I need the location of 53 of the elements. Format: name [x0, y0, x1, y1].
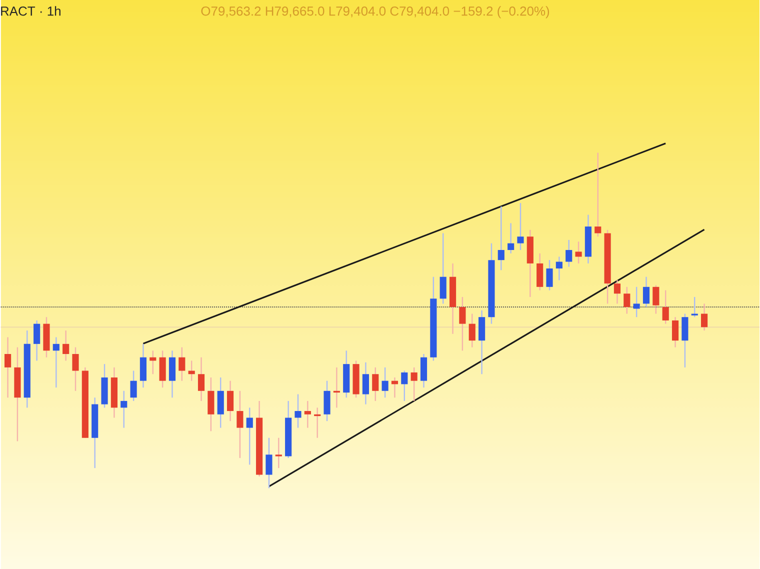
candlestick: [324, 380, 330, 422]
candlestick: [440, 232, 446, 304]
candlestick: [275, 437, 282, 469]
candlestick: [517, 202, 524, 251]
candlestick: [382, 366, 388, 398]
candlestick: [72, 346, 79, 392]
candlestick: [508, 222, 514, 254]
candlestick: [624, 286, 630, 314]
candlestick: [701, 303, 708, 332]
candlestick: [478, 310, 486, 375]
candlestick: [566, 239, 572, 268]
candlestick: [178, 346, 186, 382]
candlestick: [217, 376, 224, 428]
candlestick: [34, 320, 40, 362]
candlestick: [682, 313, 688, 368]
candlestick: [672, 316, 679, 348]
candlestick: [372, 366, 379, 402]
candlestick: [266, 437, 272, 489]
candlestick: [159, 350, 166, 388]
chart-subtitle: O79,563.2 H79,665.0 L79,404.0 C79,404.0 −159.2 (−0.20%): [201, 6, 550, 18]
candlestick: [140, 343, 147, 388]
candlestick: [546, 259, 553, 291]
candlestick: [120, 390, 128, 428]
candlestick: [168, 350, 176, 398]
candlestick: [208, 376, 214, 432]
candlestick: [633, 286, 640, 318]
candlestick: [556, 256, 562, 281]
candlestick: [642, 276, 650, 308]
candlestick: [691, 296, 698, 318]
candlestick: [62, 330, 70, 362]
candlestick: [575, 241, 582, 264]
candlestick: [594, 152, 602, 238]
candlestick: [130, 370, 137, 402]
candlestick: [362, 362, 370, 405]
candlestick: [652, 284, 660, 314]
candlestick: [304, 400, 311, 428]
candlestick: [294, 394, 302, 428]
candlestick: [4, 336, 12, 398]
candlestick: [401, 370, 408, 402]
candlestick: [468, 313, 476, 348]
candlestick: [498, 206, 504, 271]
candlestick: [236, 390, 244, 459]
candlestick: [198, 356, 205, 402]
candlestick: [662, 290, 669, 324]
candlestick: [246, 407, 253, 466]
candlestick: [420, 353, 428, 388]
candlestick: [459, 296, 466, 352]
chart-title: RACT · 1h: [1, 6, 60, 16]
candlestick: [410, 366, 418, 402]
candlestick: [52, 336, 60, 388]
candlestick: [536, 252, 544, 291]
candlestick: [226, 380, 234, 422]
candlestick: [614, 280, 621, 304]
